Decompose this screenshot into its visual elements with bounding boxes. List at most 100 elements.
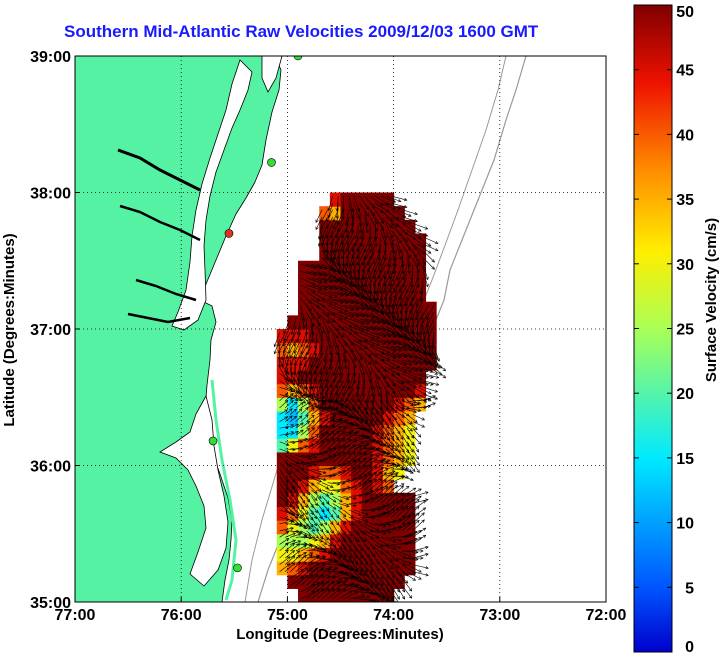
velocity-arrowhead xyxy=(341,488,346,492)
velocity-arrow xyxy=(391,380,404,392)
speed-cell xyxy=(361,451,373,467)
velocity-arrowhead xyxy=(301,467,305,471)
velocity-arrowhead xyxy=(386,270,391,274)
velocity-arrow xyxy=(406,257,410,274)
velocity-arrowhead xyxy=(373,269,377,273)
velocity-arrowhead xyxy=(311,528,316,532)
velocity-arrow xyxy=(412,230,428,237)
velocity-arrowhead xyxy=(305,476,309,480)
velocity-arrowhead xyxy=(404,309,408,314)
velocity-arrowhead xyxy=(302,517,306,521)
velocity-arrow xyxy=(295,552,307,559)
velocity-arrowhead xyxy=(426,330,430,335)
velocity-arrow xyxy=(306,339,312,356)
velocity-arrow xyxy=(290,533,301,538)
velocity-arrow xyxy=(396,475,409,478)
velocity-arrow xyxy=(279,549,289,559)
colorbar-tick-label: 50 xyxy=(676,4,694,21)
velocity-arrowhead xyxy=(308,386,313,391)
velocity-arrowhead xyxy=(314,378,318,382)
speed-cell xyxy=(340,315,352,330)
velocity-arrowhead xyxy=(392,249,396,254)
velocity-arrowhead xyxy=(283,377,287,381)
velocity-arrowhead xyxy=(363,289,367,294)
velocity-arrow xyxy=(396,414,406,426)
velocity-arrowhead xyxy=(329,266,334,271)
speed-cell xyxy=(361,588,373,602)
velocity-arrowhead xyxy=(391,304,396,308)
velocity-arrowhead xyxy=(365,512,369,516)
velocity-arrowhead xyxy=(398,256,402,261)
velocity-arrow xyxy=(353,523,366,535)
velocity-arrowhead xyxy=(298,391,302,396)
velocity-arrow xyxy=(338,530,346,542)
velocity-arrowhead xyxy=(324,418,329,422)
velocity-arrow xyxy=(359,434,375,442)
speed-cell xyxy=(287,397,299,412)
velocity-arrow xyxy=(385,564,395,579)
velocity-arrow xyxy=(338,461,351,470)
velocity-arrow xyxy=(304,353,312,367)
velocity-arrowhead xyxy=(350,429,355,433)
velocity-arrow xyxy=(300,591,316,600)
velocity-arrow xyxy=(406,373,423,380)
velocity-arrowhead xyxy=(334,294,338,298)
velocity-arrow xyxy=(279,394,293,399)
velocity-arrowhead xyxy=(398,341,402,346)
velocity-arrow xyxy=(364,244,371,260)
velocity-arrowhead xyxy=(359,419,364,423)
velocity-arrowhead xyxy=(399,334,404,338)
velocity-arrowhead xyxy=(405,498,409,503)
velocity-arrowhead xyxy=(293,415,298,420)
velocity-arrowhead xyxy=(418,376,423,381)
velocity-arrowhead xyxy=(409,302,413,307)
velocity-arrow xyxy=(412,353,427,363)
velocity-arrowhead xyxy=(382,457,387,462)
velocity-arrow xyxy=(351,236,360,252)
colorbar-tick-label: 15 xyxy=(676,451,694,468)
velocity-arrowhead xyxy=(316,305,320,309)
velocity-arrow xyxy=(370,345,385,354)
x-tick-label: 73:00 xyxy=(479,607,520,624)
velocity-arrow xyxy=(396,407,410,417)
velocity-arrow xyxy=(353,339,368,349)
velocity-arrowhead xyxy=(323,521,327,526)
velocity-arrowhead xyxy=(329,549,333,554)
velocity-arrow xyxy=(406,325,413,342)
speed-cell xyxy=(372,492,384,508)
velocity-arrow xyxy=(311,530,319,539)
radar-stations xyxy=(208,56,303,573)
velocity-arrowhead xyxy=(421,512,425,516)
velocity-arrowhead xyxy=(380,297,384,301)
velocity-arrowhead xyxy=(344,579,349,583)
velocity-arrow xyxy=(285,532,296,538)
velocity-arrowhead xyxy=(389,600,393,602)
velocity-arrow xyxy=(391,492,404,504)
velocity-arrow xyxy=(374,493,388,504)
velocity-arrow xyxy=(306,434,319,443)
velocity-arrowhead xyxy=(287,463,292,468)
velocity-arrowhead xyxy=(278,343,282,347)
velocity-arrowhead xyxy=(350,229,354,234)
velocity-arrow xyxy=(406,394,420,406)
velocity-arrowhead xyxy=(414,419,418,423)
velocity-arrow xyxy=(300,574,313,586)
velocity-arrowhead xyxy=(290,526,294,531)
velocity-arrow xyxy=(348,318,365,325)
velocity-arrowhead xyxy=(338,379,342,384)
velocity-arrow xyxy=(338,291,354,297)
velocity-arrowhead xyxy=(309,561,313,565)
velocity-arrow xyxy=(359,298,372,310)
velocity-arrow xyxy=(341,387,350,402)
velocity-arrow xyxy=(284,482,294,497)
velocity-arrowhead xyxy=(369,568,373,573)
velocity-arrow xyxy=(412,257,420,273)
velocity-arrowhead xyxy=(400,387,405,392)
velocity-arrow xyxy=(385,359,400,369)
velocity-arrow xyxy=(321,298,338,305)
velocity-arrow xyxy=(364,332,380,339)
velocity-arrowhead xyxy=(351,582,355,586)
velocity-arrowhead xyxy=(370,489,374,493)
velocity-arrow xyxy=(402,271,408,287)
velocity-arrow xyxy=(396,271,403,287)
